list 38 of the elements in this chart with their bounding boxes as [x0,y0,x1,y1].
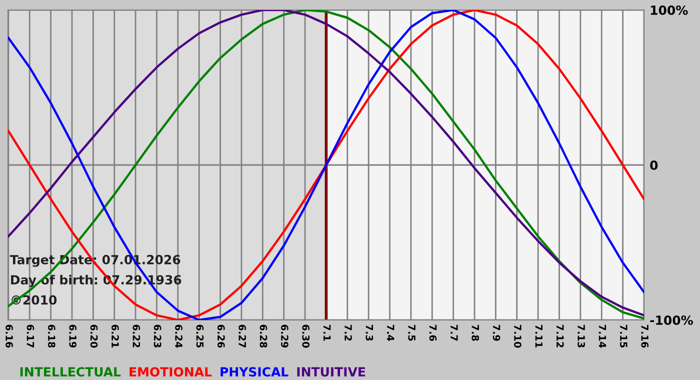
text: INTUITIVE [297,367,366,377]
x-tick-label: 7.14 [598,324,606,348]
x-tick-label: 6.24 [175,324,182,348]
x-tick-label: 7.5 [408,324,416,341]
x-tick-label: 7.6 [429,324,437,341]
text: INTELLECTUAL [20,367,121,377]
x-tick-label: 7.16 [641,324,649,348]
x-tick-label: 6.23 [154,324,162,348]
x-tick-label: 7.12 [556,324,564,348]
x-tick-label: 7.13 [578,324,585,348]
x-tick-label: 6.17 [26,324,34,348]
x-tick-label: 7.4 [387,324,394,341]
x-tick-label: 6.27 [238,324,246,348]
y-tick-label: -100% [650,315,693,325]
x-tick-label: 7.15 [620,324,628,348]
x-tick-label: 7.7 [450,324,458,341]
x-tick-label: 6.19 [69,324,77,348]
y-tick-label: 0 [650,160,658,170]
x-tick-label: 6.18 [48,324,56,348]
x-tick-label: 6.25 [196,324,204,348]
x-tick-label: 6.29 [281,324,288,348]
x-tick-label: 6.22 [132,324,140,348]
x-tick-label: 6.20 [90,324,98,348]
x-tick-label: 6.21 [112,324,119,348]
x-tick-label: 6.28 [260,324,268,348]
x-tick-label: 7.11 [535,324,542,348]
text: EMOTIONAL [130,367,212,377]
text: PHYSICAL [220,367,288,377]
y-tick-label: 100% [650,5,688,15]
x-tick-label: 6.30 [302,324,310,348]
x-tick-label: 7.1 [324,324,331,341]
x-tick-label: 7.3 [366,324,374,341]
x-tick-label: 7.2 [344,324,352,341]
x-tick-label: 7.8 [472,324,480,341]
x-tick-label: 6.16 [6,324,13,348]
x-tick-label: 6.26 [217,324,225,348]
x-tick-label: 7.10 [514,324,522,348]
x-tick-label: 7.9 [492,324,500,341]
